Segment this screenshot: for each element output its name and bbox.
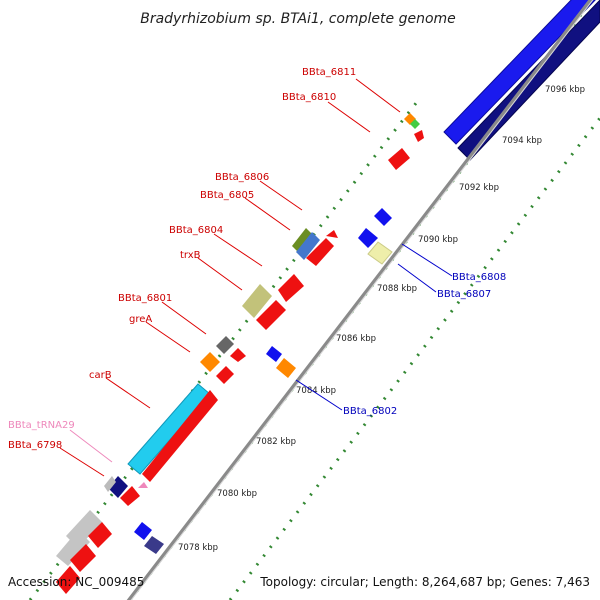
label-trxb[interactable]: trxB [180, 250, 201, 261]
gene-grea[interactable] [230, 348, 246, 362]
ruler-label-7086: 7086 kbp [336, 334, 376, 344]
ruler-label-7078: 7078 kbp [178, 543, 218, 553]
gene-bbta-6807[interactable] [367, 241, 393, 265]
label-bbta-6811[interactable]: BBta_6811 [302, 67, 356, 78]
label-bbta-6801[interactable]: BBta_6801 [118, 293, 172, 304]
gene-bbta-trna29[interactable] [138, 482, 148, 488]
ruler-label-7080: 7080 kbp [217, 489, 257, 499]
reverse-gene-large-light[interactable] [443, 0, 600, 145]
gene-trxb[interactable] [242, 284, 272, 318]
gene-bbta-6797[interactable] [120, 486, 140, 506]
gene-bbta-6798[interactable] [108, 476, 128, 498]
gene-bbta-6798-grey[interactable] [104, 476, 116, 492]
reverse-genes [134, 208, 393, 554]
gene-bbta-6801[interactable] [216, 336, 234, 354]
gene-red-low-1[interactable] [88, 522, 112, 548]
gene-bbta-6802-blue[interactable] [266, 346, 282, 362]
ruler-label-7082: 7082 kbp [256, 437, 296, 447]
gene-bbta-6806[interactable] [292, 228, 314, 254]
gene-red-low-3[interactable] [56, 566, 80, 594]
gene-trxb-arrow[interactable] [278, 274, 304, 302]
gene-bbta-6804[interactable] [326, 230, 338, 238]
gene-bbta-6805-arrow[interactable] [306, 238, 334, 266]
genome-summary-text: Topology: circular; Length: 8,264,687 bp… [259, 575, 590, 589]
gene-blue-low-2[interactable] [144, 536, 164, 554]
gene-grey-2[interactable] [56, 530, 90, 566]
map-title: Bradyrhizobium sp. BTAi1, complete genom… [140, 11, 456, 27]
label-bbta-trna29[interactable]: BBta_tRNA29 [8, 420, 75, 431]
label-bbta-6808[interactable]: BBta_6808 [452, 272, 506, 283]
label-bbta-6798[interactable]: BBta_6798 [8, 440, 62, 451]
label-bbta-6810[interactable]: BBta_6810 [282, 92, 336, 103]
ruler-labels: 7078 kbp 7080 kbp 7082 kbp 7084 kbp 7086… [178, 85, 585, 553]
label-bbta-6806[interactable]: BBta_6806 [215, 172, 269, 183]
gene-bbta-6811b[interactable] [410, 119, 420, 129]
gene-bbta-6805[interactable] [296, 232, 320, 260]
forward-genes [56, 113, 424, 594]
gene-bbta-6799[interactable] [216, 366, 234, 384]
gene-bbta-6802[interactable] [276, 358, 296, 378]
label-bbta-6802[interactable]: BBta_6802 [343, 406, 397, 417]
accession-text: Accession: NC_009485 [8, 575, 144, 589]
reverse-gene-labels: BBta_6808 BBta_6807 BBta_6802 [295, 243, 506, 417]
ruler-track-upper [28, 97, 422, 600]
label-grea[interactable]: greA [129, 314, 152, 325]
gene-bbta-6803[interactable] [256, 300, 286, 330]
label-bbta-6804[interactable]: BBta_6804 [169, 225, 223, 236]
gene-blue-low-1[interactable] [134, 522, 152, 540]
label-bbta-6807[interactable]: BBta_6807 [437, 289, 491, 300]
ruler-track-lower-outer [228, 117, 600, 600]
gene-bbta-6810[interactable] [414, 130, 424, 142]
gene-bbta-6808-small[interactable] [374, 208, 392, 226]
ruler-label-7084: 7084 kbp [296, 386, 336, 396]
ruler-label-7094: 7094 kbp [502, 136, 542, 146]
gene-carb[interactable] [142, 390, 218, 482]
label-bbta-6805[interactable]: BBta_6805 [200, 190, 254, 201]
label-carb[interactable]: carB [89, 370, 112, 381]
ruler-label-7088: 7088 kbp [377, 284, 417, 294]
forward-gene-labels: BBta_6811 BBta_6810 BBta_6806 BBta_6805 … [8, 67, 401, 477]
gene-bbta-6808[interactable] [358, 228, 378, 248]
gene-bbta-6800[interactable] [200, 352, 220, 372]
genome-backbone [126, 0, 594, 600]
ruler-label-7096: 7096 kbp [545, 85, 585, 95]
gene-red-low-2[interactable] [70, 544, 96, 572]
gene-carb-cyan[interactable] [127, 383, 211, 475]
gene-bbta-6809[interactable] [388, 148, 410, 170]
ruler-label-7092: 7092 kbp [459, 183, 499, 193]
ruler-label-7090: 7090 kbp [418, 235, 458, 245]
